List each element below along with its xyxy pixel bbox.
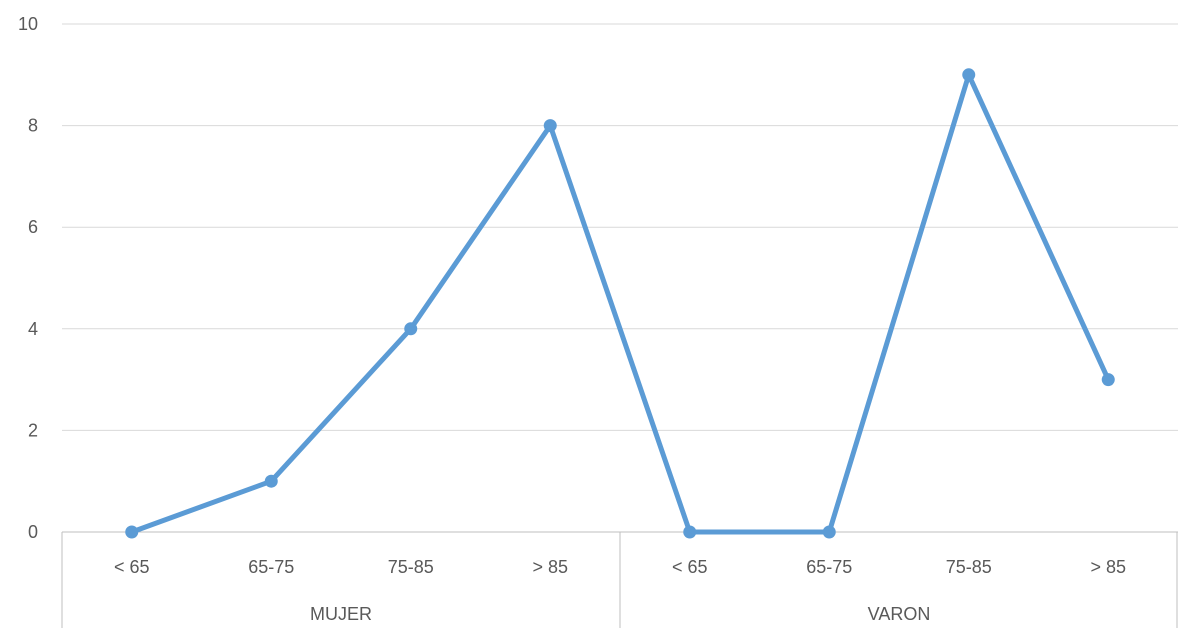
x-tick-label: < 65	[672, 557, 708, 577]
y-tick-label: 10	[18, 14, 38, 34]
x-tick-label: < 65	[114, 557, 150, 577]
data-point	[683, 525, 697, 539]
data-point	[543, 119, 557, 133]
x-tick-label: 65-75	[806, 557, 852, 577]
x-tick-label: > 85	[1090, 557, 1126, 577]
y-axis: 0 2 4 6 8 10	[18, 14, 38, 542]
x-tick-label: 75-85	[946, 557, 992, 577]
y-tick-label: 0	[28, 522, 38, 542]
data-point	[264, 474, 278, 488]
data-point	[962, 68, 976, 82]
gridlines	[62, 23, 1178, 533]
x-tick-label: 75-85	[388, 557, 434, 577]
data-point	[822, 525, 836, 539]
series-line	[129, 72, 1111, 535]
y-tick-label: 8	[28, 116, 38, 136]
y-tick-label: 4	[28, 319, 38, 339]
data-point	[1101, 373, 1115, 387]
x-tick-label: > 85	[532, 557, 568, 577]
x-tick-label: 65-75	[248, 557, 294, 577]
x-group-label: MUJER	[310, 604, 372, 624]
y-tick-label: 6	[28, 217, 38, 237]
data-point	[404, 322, 418, 336]
x-axis: < 65 65-75 75-85 > 85 < 65 65-75 75-85 > 85 MUJE…	[61, 532, 1178, 628]
y-tick-label: 2	[28, 420, 38, 440]
data-point	[125, 525, 139, 539]
x-group-label: VARON	[868, 604, 931, 624]
series	[125, 68, 1115, 539]
